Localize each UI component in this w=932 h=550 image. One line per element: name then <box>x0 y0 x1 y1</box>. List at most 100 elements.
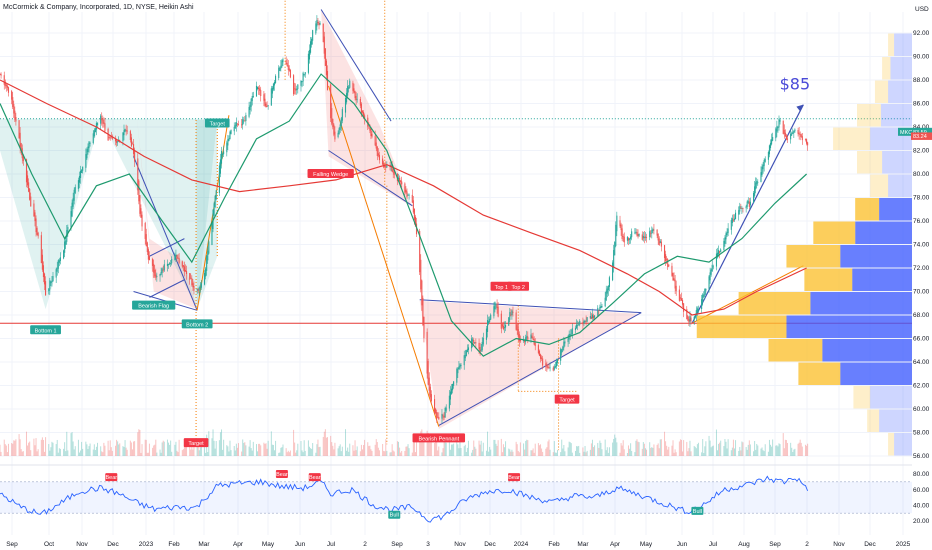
volume-bar <box>323 431 325 456</box>
candle-body <box>490 314 492 320</box>
volume-bar <box>590 443 592 456</box>
volume-bar <box>331 442 333 456</box>
y-tick-label: 84.00 <box>913 124 930 131</box>
volume-bar <box>629 448 631 456</box>
volume-profile-bar-down <box>810 292 912 315</box>
candle-body <box>364 115 366 119</box>
candle-body <box>126 130 128 132</box>
candle-body <box>344 97 347 113</box>
candle-body <box>20 143 22 151</box>
volume-bar <box>430 442 432 456</box>
volume-bar <box>532 448 534 456</box>
candle-body <box>242 119 244 126</box>
candle-body <box>337 132 339 138</box>
pattern-label[interactable]: Target <box>554 394 580 404</box>
pattern-label[interactable]: Bearish Flag <box>132 300 176 310</box>
candle-body <box>303 74 305 76</box>
rsi-divergence-label[interactable]: Bear <box>508 473 521 482</box>
volume-bar <box>30 450 32 456</box>
candle-body <box>348 87 350 89</box>
candle-body <box>467 347 470 351</box>
candle-body <box>185 270 188 275</box>
candle-body <box>278 67 280 79</box>
volume-bar <box>189 440 191 456</box>
volume-bar <box>764 444 766 456</box>
volume-bar <box>28 442 30 456</box>
volume-bar <box>794 448 796 456</box>
pattern-label[interactable]: Bottom 1 <box>30 325 61 335</box>
candle-body <box>264 98 266 106</box>
volume-bar <box>753 451 755 456</box>
candle-body <box>764 158 766 162</box>
volume-bar <box>178 439 180 456</box>
candle-body <box>287 65 289 70</box>
candle-body <box>481 341 483 351</box>
pattern-label[interactable]: Top 1 <box>490 281 513 291</box>
pattern-label[interactable]: Target <box>183 438 209 448</box>
volume-bar <box>547 441 549 456</box>
volume-bar <box>538 445 540 456</box>
volume-bar <box>612 442 614 456</box>
pattern-label[interactable]: Target <box>204 118 230 128</box>
candle-body <box>733 218 736 221</box>
candle-body <box>249 105 251 110</box>
volume-bar <box>125 447 127 456</box>
pattern-label[interactable]: Falling Wedge <box>307 169 354 178</box>
pattern-label[interactable]: Bottom 2 <box>181 319 213 329</box>
volume-bar <box>102 452 104 456</box>
candle-body <box>116 140 118 143</box>
volume-bar <box>495 443 497 456</box>
volume-bar <box>118 444 120 456</box>
rsi-divergence-label[interactable]: Bull <box>388 510 401 519</box>
volume-bar <box>7 443 9 456</box>
volume-bar <box>211 438 213 456</box>
volume-bar <box>316 444 318 456</box>
rsi-divergence-label[interactable]: Bear <box>275 470 288 478</box>
candle-body <box>745 206 747 209</box>
volume-bar <box>302 452 304 456</box>
pattern-label[interactable]: Bearish Pennant <box>412 433 466 443</box>
volume-bar <box>428 435 430 456</box>
rsi-label-bg <box>388 510 401 519</box>
rsi-divergence-label[interactable]: Bull <box>691 506 704 515</box>
candle-body <box>619 220 621 227</box>
y-tick-label: 92.00 <box>913 30 930 37</box>
candle-body <box>589 315 591 319</box>
volume-bar <box>186 446 188 456</box>
candle-body <box>154 269 156 277</box>
candle-body <box>362 112 365 117</box>
candle-body <box>496 303 498 308</box>
rsi-divergence-label[interactable]: Bear <box>105 473 118 482</box>
candle-body <box>297 84 299 90</box>
volume-bar <box>122 446 124 456</box>
volume-bar <box>586 450 588 456</box>
volume-bar <box>763 451 765 456</box>
candle-body <box>635 231 637 233</box>
candle-body <box>578 324 580 326</box>
pattern-label-text: Target <box>210 121 226 127</box>
candle-body <box>117 141 119 143</box>
candle-body <box>763 160 765 167</box>
volume-bar <box>448 441 450 456</box>
volume-bar <box>382 443 384 456</box>
volume-bar <box>638 442 640 456</box>
volume-bar <box>749 444 751 456</box>
volume-bar <box>530 450 532 456</box>
volume-bar <box>14 440 16 456</box>
volume-bar <box>621 445 623 456</box>
candle-body <box>740 207 742 209</box>
y-tick-label: 82.00 <box>913 148 930 155</box>
volume-bar <box>287 450 289 456</box>
flag-channel-top <box>149 238 185 257</box>
volume-bar <box>582 447 584 456</box>
pattern-label-text: Top 2 <box>512 285 525 291</box>
rsi-divergence-label[interactable]: Bear <box>308 473 321 482</box>
volume-bar <box>355 450 357 456</box>
volume-bar <box>650 447 652 456</box>
candle-body <box>430 394 432 402</box>
candle-body <box>401 181 403 185</box>
candle-body <box>45 281 47 296</box>
volume-bar <box>384 451 386 456</box>
pattern-label[interactable]: Top 2 <box>507 281 530 291</box>
